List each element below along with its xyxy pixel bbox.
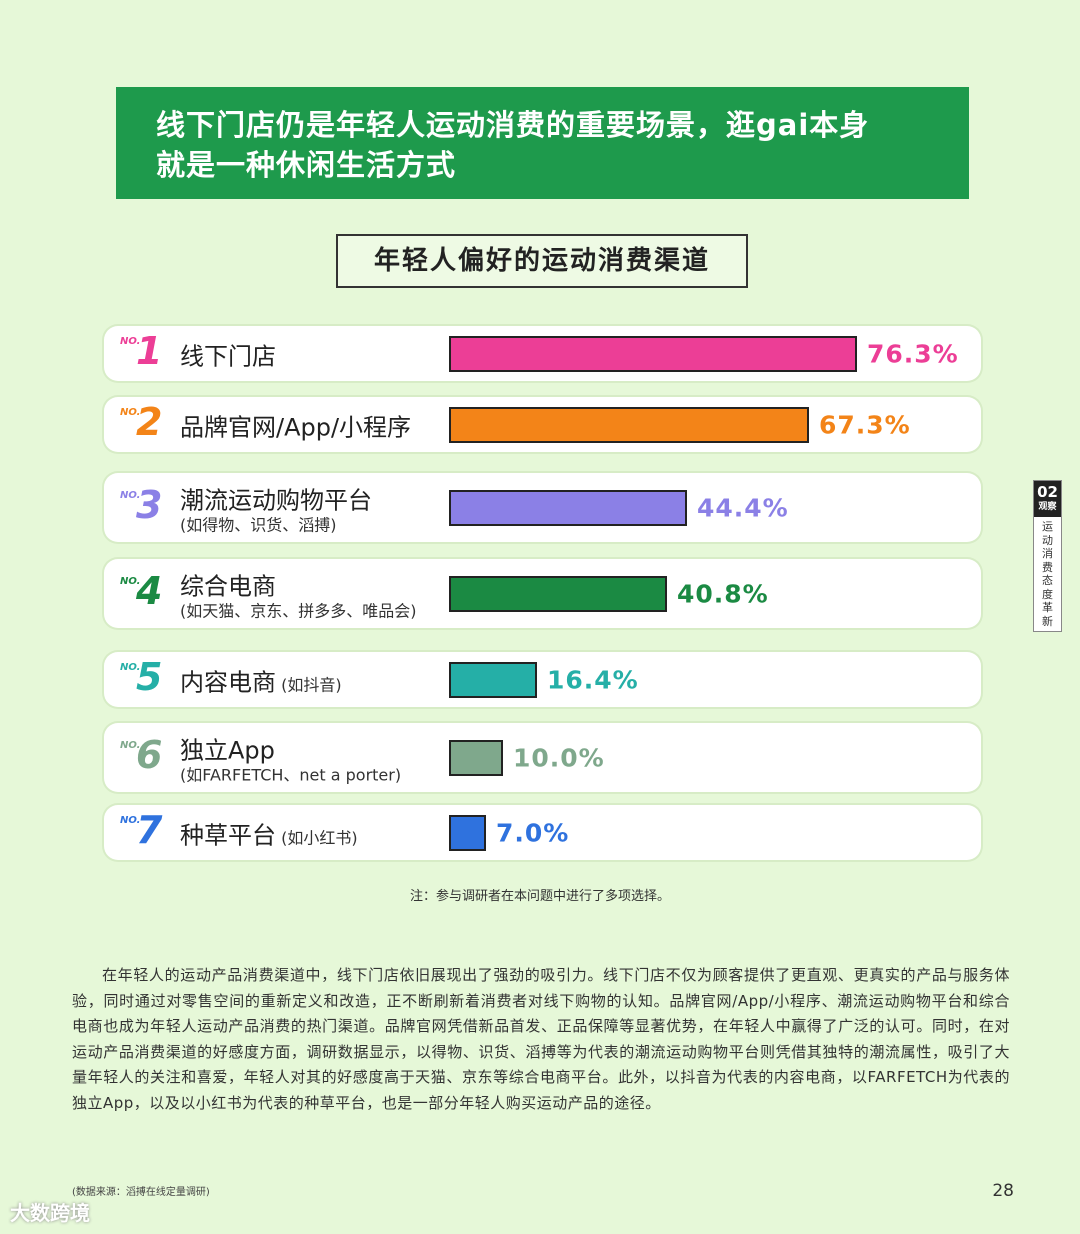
page-number: 28 [992,1181,1014,1201]
section-tab-text: 运动消费态度革新 [1042,520,1053,628]
category-label: 线下门店 [180,336,276,371]
category-label: 潮流运动购物平台 (如得物、识货、滔搏) [180,480,372,535]
value-label: 10.0% [513,743,605,772]
headline-banner: 线下门店仍是年轻人运动消费的重要场景，逛gai本身 就是一种休闲生活方式 [116,87,969,199]
chart-note: 注：参与调研者在本问题中进行了多项选择。 [409,889,670,904]
rank-badge: NO. 3 [120,483,174,530]
bar [449,739,503,776]
rank-prefix: NO. [120,739,141,751]
category-label: 独立App (如FARFETCH、net a porter) [180,730,401,785]
category-example: (如天猫、京东、拼多多、唯品会) [180,601,417,620]
rank-number: 4 [136,568,163,613]
channel-row: NO. 6 独立App (如FARFETCH、net a porter) 10.0% [104,723,981,792]
rank-prefix: NO. [120,661,141,673]
rank-number: 2 [136,399,163,444]
category-name: 综合电商 [180,572,276,600]
channel-row: NO. 2 品牌官网/App/小程序 67.3% [104,397,981,452]
section-side-tab[interactable]: 02 观察 运动消费态度革新 [1033,480,1062,632]
rank-number: 7 [136,807,163,852]
section-tab-header: 02 观察 [1034,481,1061,517]
value-label: 7.0% [496,818,570,847]
value-label: 44.4% [697,493,789,522]
channel-row: NO. 7 种草平台 (如小红书) 7.0% [104,805,981,860]
category-example: (如抖音) [276,675,342,694]
rank-prefix: NO. [120,814,141,826]
rank-number: 5 [136,654,163,699]
category-label: 种草平台 (如小红书) [180,815,358,850]
rank-number: 1 [136,328,163,373]
watermark-logo: 大数跨境 [10,1201,90,1225]
category-example: (如小红书) [276,828,358,847]
rank-badge: NO. 1 [120,329,174,376]
category-name: 品牌官网/App/小程序 [180,413,412,441]
headline-line-1: 线下门店仍是年轻人运动消费的重要场景，逛gai本身 [156,108,870,142]
bar [449,814,486,851]
section-number: 02 [1037,483,1058,501]
category-name: 线下门店 [180,342,276,370]
section-title: 观察 [1038,502,1057,512]
rank-prefix: NO. [120,406,141,418]
channel-row: NO. 3 潮流运动购物平台 (如得物、识货、滔搏) 44.4% [104,473,981,542]
category-example: (如得物、识货、滔搏) [180,515,337,534]
channel-row: NO. 4 综合电商 (如天猫、京东、拼多多、唯品会) 40.8% [104,559,981,628]
channel-row: NO. 1 线下门店 76.3% [104,326,981,381]
bar [449,661,537,698]
bar [449,335,857,372]
value-label: 40.8% [677,579,769,608]
bar [449,406,809,443]
rank-badge: NO. 7 [120,808,174,855]
rank-prefix: NO. [120,575,141,587]
rank-badge: NO. 4 [120,569,174,616]
category-label: 综合电商 (如天猫、京东、拼多多、唯品会) [180,566,417,621]
data-source: (数据来源：滔搏在线定量调研) [72,1187,210,1198]
headline-line-2: 就是一种休闲生活方式 [156,148,457,182]
rank-badge: NO. 5 [120,655,174,702]
category-example: (如FARFETCH、net a porter) [180,765,402,784]
bar [449,489,687,526]
category-label: 内容电商 (如抖音) [180,662,342,697]
rank-badge: NO. 2 [120,400,174,447]
chart-title: 年轻人偏好的运动消费渠道 [336,234,748,288]
value-label: 67.3% [819,410,911,439]
category-name: 内容电商 [180,668,276,696]
category-name: 潮流运动购物平台 [180,486,372,514]
rank-prefix: NO. [120,335,141,347]
channel-row: NO. 5 内容电商 (如抖音) 16.4% [104,652,981,707]
category-label: 品牌官网/App/小程序 [180,407,411,442]
value-label: 76.3% [867,339,959,368]
category-name: 独立App [180,736,275,764]
rank-badge: NO. 6 [120,733,174,780]
rank-number: 3 [136,482,163,527]
bar [449,575,667,612]
rank-prefix: NO. [120,489,141,501]
category-name: 种草平台 [180,821,276,849]
rank-number: 6 [136,732,163,777]
body-paragraph: 在年轻人的运动产品消费渠道中，线下门店依旧展现出了强劲的吸引力。线下门店不仅为顾… [72,966,1010,1112]
value-label: 16.4% [547,665,639,694]
